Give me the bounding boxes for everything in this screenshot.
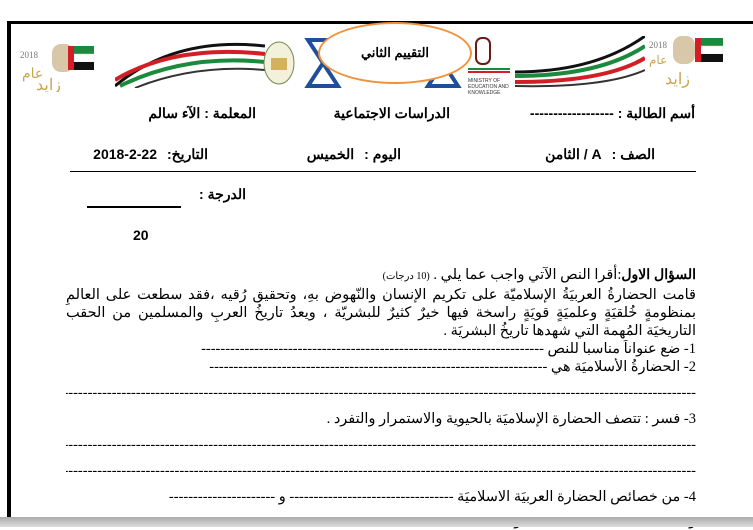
assessment-title: التقييم الثاني	[360, 45, 430, 60]
svg-text:2018: 2018	[649, 40, 668, 50]
day-label: اليوم :	[364, 146, 401, 162]
svg-text:2018: 2018	[20, 50, 39, 60]
item-2[interactable]: 2- الحضارةُ الأسلاميَة هي --------------…	[209, 359, 696, 375]
ministry-logo	[468, 36, 510, 76]
header-divider	[70, 171, 696, 172]
passage: قامت الحضارةُ العربيَةُ الإسلاميّة على ت…	[66, 287, 696, 339]
item-4[interactable]: 4- من خصائص الحضارة العربيَة الاسلاميَة …	[168, 489, 696, 505]
zayed-year-logo-left: 2018 عام زايد	[14, 38, 114, 94]
svg-text:عام: عام	[649, 53, 667, 67]
zayed-year-logo-icon: 2018 عام زايد	[20, 44, 95, 94]
svg-text:زايد: زايد	[665, 71, 690, 88]
zayed-year-logo-right: 2018 عام زايد	[645, 34, 745, 88]
student-name-field[interactable]: أسم الطالبة : ------------------	[529, 105, 695, 121]
item-1[interactable]: 1- ضع عنواناً مناسبا للنص --------------…	[201, 341, 696, 357]
day-value: الخميس	[306, 146, 355, 162]
window-bottom-bar	[0, 517, 753, 527]
class-value: الثامن / A	[545, 146, 602, 162]
grade-label: الدرجة :	[199, 186, 246, 202]
day-field: اليوم : الخميس	[307, 146, 401, 163]
question-1: السؤال الاول:أقرا النص الآتي واجب عما يل…	[66, 265, 696, 530]
flag-swoosh-left	[113, 36, 266, 89]
class-field: الصف : الثامن / A	[545, 146, 655, 163]
answer-line-2[interactable]: ----------------------------------------…	[66, 385, 696, 401]
item-3: 3- فسر : تتصف الحضارة الإسلاميَة بالحيوي…	[326, 411, 696, 427]
class-label: الصف :	[611, 146, 655, 162]
ministry-logo-text: MINISTRY OF EDUCATION AND KNOWLEDGE	[468, 78, 509, 96]
question-title: السؤال الاول	[621, 266, 696, 282]
grade-total: 20	[133, 227, 149, 243]
svg-text:عام: عام	[22, 67, 43, 82]
date-field: التاريخ: 2018-2-22	[93, 146, 208, 163]
date-value: 2018-2-22	[93, 146, 157, 162]
flag-swoosh-right	[514, 34, 647, 88]
answer-line-3a[interactable]: ----------------------------------------…	[66, 437, 696, 453]
answer-line-3b[interactable]: ----------------------------------------…	[66, 463, 696, 479]
teacher-name: المعلمة : الآء سالم	[148, 105, 256, 121]
question-marks: (10 درجات)	[382, 271, 430, 282]
subject-name: الدراسات الاجتماعية	[333, 105, 450, 121]
page-border-left	[7, 21, 11, 527]
question-instruction: :أقرا النص الآتي واجب عما يلي .	[433, 267, 622, 283]
grade-input-line[interactable]	[87, 206, 181, 208]
assessment-title-badge: التقييم الثاني	[318, 22, 472, 84]
svg-text:زايد: زايد	[36, 77, 61, 92]
date-label: التاريخ:	[166, 146, 208, 162]
school-logo	[262, 40, 296, 86]
